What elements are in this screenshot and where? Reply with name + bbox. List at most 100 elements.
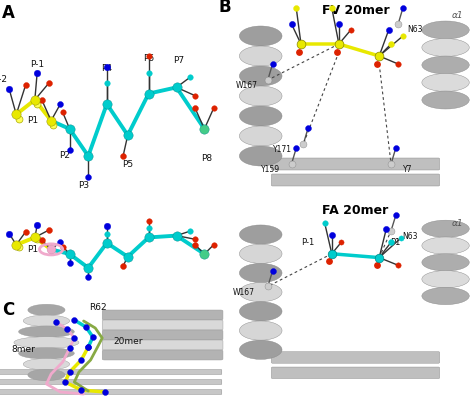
Point bbox=[33, 70, 41, 76]
Ellipse shape bbox=[239, 46, 282, 66]
Point bbox=[6, 86, 13, 93]
Point bbox=[33, 222, 41, 229]
Text: P1: P1 bbox=[27, 116, 38, 125]
Text: 20mer: 20mer bbox=[113, 338, 143, 346]
Point bbox=[201, 126, 208, 132]
Point bbox=[77, 387, 85, 393]
FancyBboxPatch shape bbox=[102, 330, 223, 340]
Text: W167: W167 bbox=[236, 82, 257, 90]
Text: P5: P5 bbox=[122, 160, 133, 169]
Point bbox=[292, 145, 300, 151]
Point bbox=[15, 244, 22, 250]
Point bbox=[103, 240, 110, 246]
Text: W167: W167 bbox=[233, 288, 255, 297]
Point bbox=[347, 27, 355, 33]
Ellipse shape bbox=[239, 86, 282, 106]
Ellipse shape bbox=[23, 315, 70, 326]
Point bbox=[22, 82, 29, 88]
Text: P8: P8 bbox=[201, 154, 212, 162]
Text: A: A bbox=[2, 4, 15, 22]
FancyBboxPatch shape bbox=[271, 352, 439, 363]
Text: B: B bbox=[218, 0, 231, 16]
Point bbox=[66, 260, 73, 266]
Ellipse shape bbox=[14, 337, 79, 348]
Text: Y7: Y7 bbox=[403, 166, 412, 174]
Point bbox=[66, 126, 73, 132]
FancyBboxPatch shape bbox=[102, 340, 223, 350]
Ellipse shape bbox=[422, 220, 469, 238]
Ellipse shape bbox=[239, 263, 282, 282]
Text: P2: P2 bbox=[60, 152, 71, 160]
Point bbox=[31, 234, 38, 241]
Ellipse shape bbox=[422, 74, 469, 92]
Point bbox=[84, 344, 92, 350]
Point bbox=[103, 80, 110, 86]
Point bbox=[12, 111, 20, 118]
Point bbox=[335, 21, 343, 27]
Point bbox=[52, 319, 60, 325]
Point bbox=[84, 174, 92, 180]
Point bbox=[89, 334, 97, 340]
Point bbox=[103, 101, 110, 107]
Point bbox=[191, 105, 199, 111]
Point bbox=[145, 225, 153, 232]
Point bbox=[33, 101, 41, 107]
Point bbox=[295, 49, 302, 55]
Point bbox=[210, 105, 218, 111]
Point bbox=[145, 70, 153, 76]
Point bbox=[394, 61, 402, 67]
FancyBboxPatch shape bbox=[271, 158, 439, 170]
Point bbox=[31, 97, 38, 103]
Ellipse shape bbox=[422, 254, 469, 271]
Point bbox=[333, 49, 340, 55]
Point bbox=[47, 246, 55, 253]
Point bbox=[288, 161, 295, 167]
Point bbox=[187, 74, 194, 80]
Point bbox=[385, 27, 392, 33]
Point bbox=[292, 5, 300, 11]
FancyBboxPatch shape bbox=[271, 174, 439, 186]
Point bbox=[100, 389, 108, 395]
Point bbox=[387, 41, 395, 47]
Ellipse shape bbox=[23, 358, 70, 370]
Point bbox=[392, 145, 400, 151]
Text: FA 20mer: FA 20mer bbox=[322, 204, 389, 217]
Ellipse shape bbox=[28, 369, 65, 381]
Point bbox=[392, 212, 400, 218]
Point bbox=[173, 232, 180, 239]
Point bbox=[45, 227, 53, 233]
Point bbox=[201, 251, 208, 257]
Point bbox=[145, 90, 153, 97]
Point bbox=[124, 254, 132, 260]
Ellipse shape bbox=[422, 38, 469, 56]
Point bbox=[6, 230, 13, 237]
Point bbox=[399, 33, 407, 39]
Point bbox=[59, 109, 66, 116]
Point bbox=[191, 92, 199, 99]
Point bbox=[394, 21, 402, 27]
Point bbox=[77, 357, 85, 363]
Text: α1: α1 bbox=[452, 12, 463, 20]
Text: Y159: Y159 bbox=[261, 166, 280, 174]
Point bbox=[103, 223, 110, 230]
Ellipse shape bbox=[239, 302, 282, 321]
Point bbox=[84, 265, 92, 271]
Text: P-2: P-2 bbox=[0, 74, 7, 84]
Point bbox=[84, 344, 92, 350]
Point bbox=[71, 317, 78, 323]
Text: R62: R62 bbox=[89, 304, 106, 312]
Text: N63: N63 bbox=[407, 26, 422, 34]
Point bbox=[210, 242, 218, 248]
Ellipse shape bbox=[239, 66, 282, 86]
Point bbox=[84, 274, 92, 280]
Point bbox=[145, 218, 153, 224]
Point bbox=[38, 237, 46, 243]
Point bbox=[119, 153, 127, 159]
Point bbox=[145, 234, 153, 241]
Point bbox=[33, 236, 41, 242]
Text: Y171: Y171 bbox=[273, 146, 292, 154]
Point bbox=[119, 263, 127, 269]
Ellipse shape bbox=[28, 304, 65, 316]
Point bbox=[326, 258, 333, 265]
Point bbox=[394, 262, 402, 268]
